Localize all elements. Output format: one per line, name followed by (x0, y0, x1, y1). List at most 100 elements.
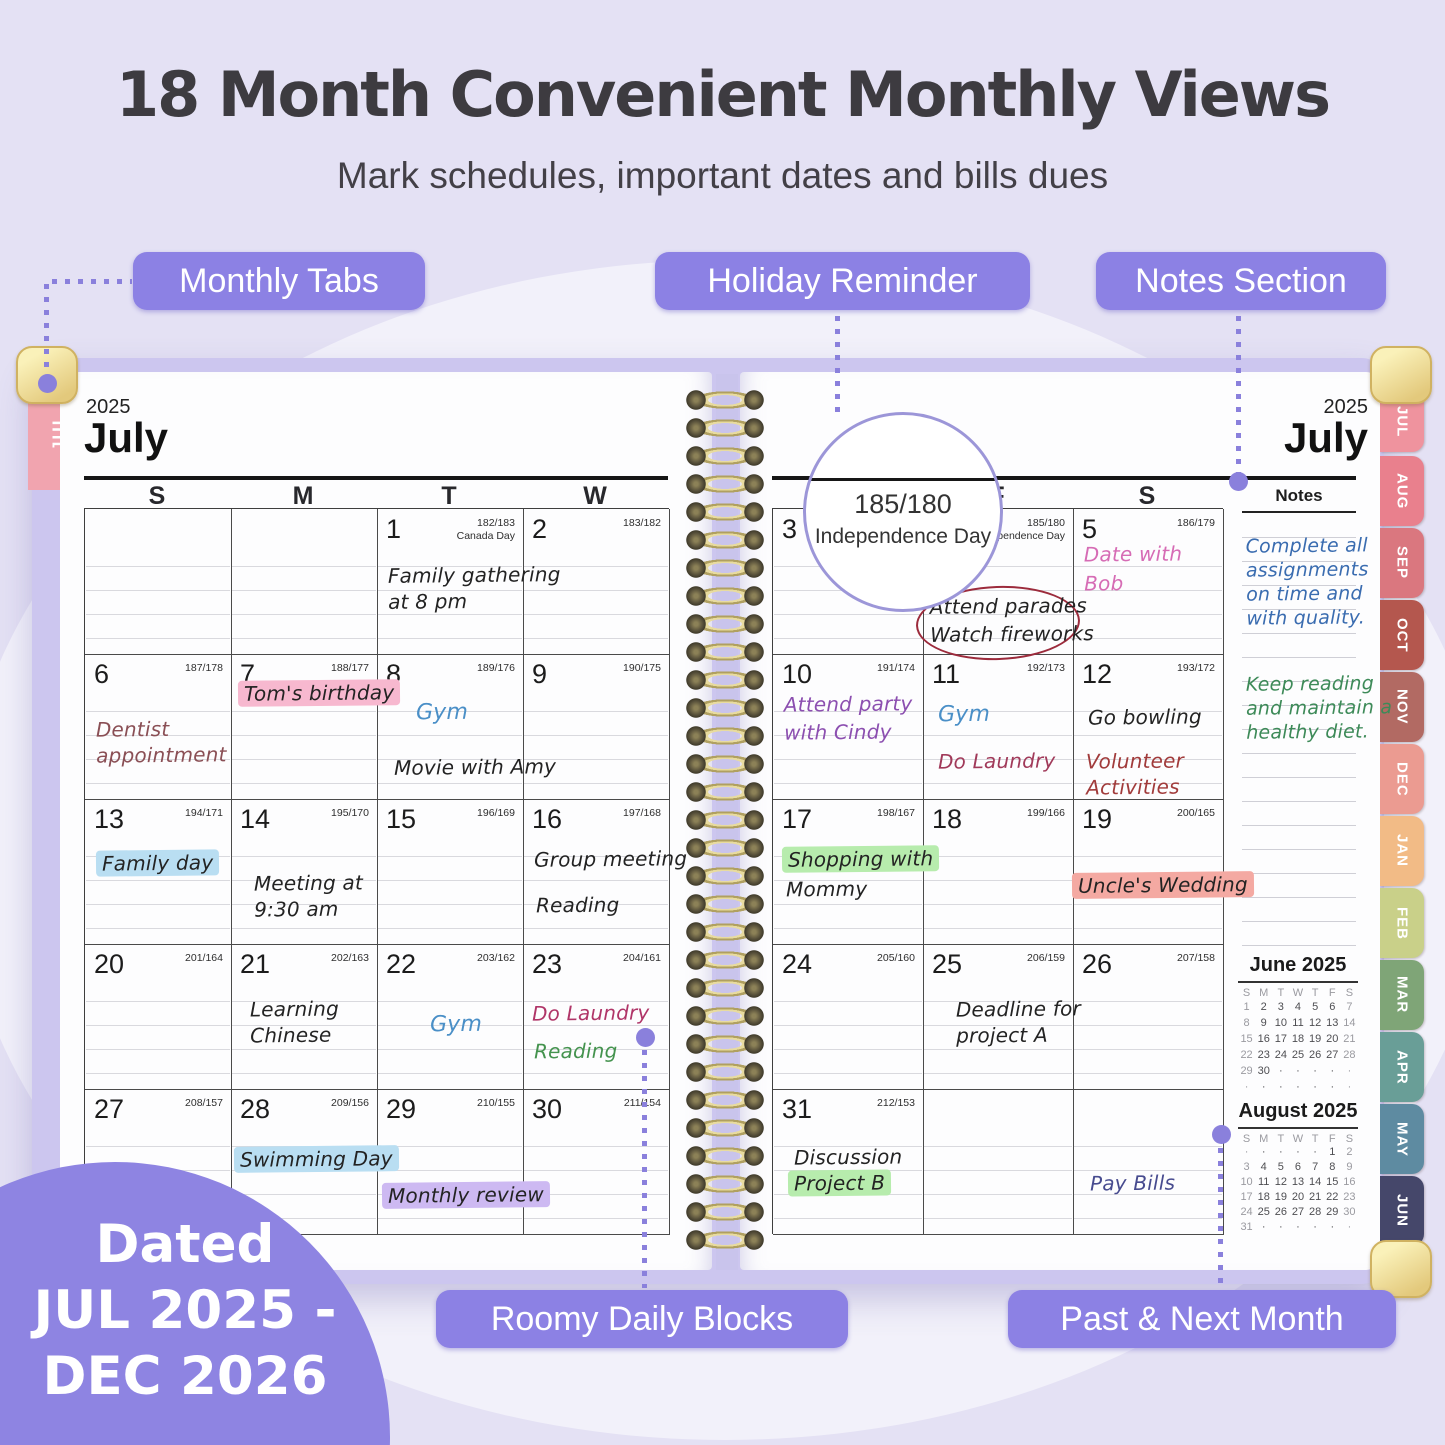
mini-calendar-days: 1 2 3 4 5 6 7 8 9 10 11 12 13 14 15 16 17 18 19 20 21 22 23 24 2… (1240, 1000, 1356, 1093)
entry-toms-birthday: Tom's birthday (237, 679, 401, 707)
date-number: 20 (94, 949, 125, 979)
day-cell-jul-21: 21 202/163 (231, 944, 378, 1090)
month-tab-dec: DEC (1380, 744, 1424, 814)
note-healthy-diet: Keep reading and maintain a healthy diet… (1245, 672, 1393, 744)
highlighted-text: Shopping with (781, 845, 940, 873)
date-number: 17 (782, 804, 813, 834)
entry-do-laundry-11: Do Laundry (937, 748, 1056, 774)
dotted-connector (642, 1050, 647, 1288)
date-number: 12 (1082, 659, 1113, 689)
day-cell-jul-9: 9 190/175 (523, 654, 670, 800)
spiral-binding (683, 386, 767, 1254)
mini-calendar-title: August 2025 (1238, 1100, 1358, 1122)
notes-rule (1242, 511, 1356, 513)
connector-dot (1212, 1125, 1231, 1144)
left-page-year: 2025 (86, 396, 131, 418)
day-cell-jul-30: 30211/154 (523, 1089, 670, 1235)
entry-do-laundry-23: Do Laundry (531, 1000, 650, 1026)
month-tab-mar: MAR (1380, 960, 1424, 1030)
julian-count: 189/176 (477, 662, 515, 674)
connector-dot (38, 374, 57, 393)
dotted-connector (1236, 316, 1241, 474)
dotted-connector (44, 284, 49, 376)
date-number: 9 (532, 659, 548, 689)
date-number: 31 (782, 1094, 813, 1124)
day-cell-jul-5: 5 186/179 (1073, 509, 1224, 655)
highlighted-text: Family day (95, 849, 220, 877)
date-number: 25 (932, 949, 963, 979)
right-page-month: July (1283, 414, 1368, 461)
entry-gym-11: Gym (937, 701, 991, 728)
month-tab-feb: FEB (1380, 888, 1424, 958)
highlighted-text: Monthly review (381, 1181, 550, 1209)
date-number: 13 (94, 804, 125, 834)
julian-count: 200/165 (1177, 807, 1215, 819)
highlighted-text: Uncle's Wedding (1071, 871, 1254, 899)
notes-header: Notes (1275, 486, 1323, 505)
month-tab-jan: JAN (1380, 816, 1424, 886)
entry-movie-with-amy: Movie with Amy (393, 754, 557, 780)
day-cell-jul-10: 10 191/174 (773, 654, 924, 800)
dotted-connector (835, 316, 840, 416)
entry-meeting-930: Meeting at 9:30 am (253, 870, 364, 922)
date-number: 21 (240, 949, 271, 979)
entry-discussion: Discussion (793, 1144, 903, 1170)
day-cell-jul-11: 11 192/173 (923, 654, 1074, 800)
callout-notes-section: Notes Section (1096, 252, 1386, 310)
date-number: 19 (1082, 804, 1113, 834)
day-cell-jul-15: 15 196/169 (377, 799, 524, 945)
date-number: 11 (932, 659, 961, 689)
entry-family-gathering: Family gathering at 8 pm (387, 562, 561, 614)
julian-count: 195/170 (331, 807, 369, 819)
entry-go-bowling: Go bowling (1087, 704, 1202, 730)
day-header: W (583, 482, 607, 510)
highlighted-text: Tom's birthday (237, 679, 401, 707)
day-header: S (148, 482, 166, 510)
date-number: 27 (94, 1094, 125, 1124)
magnified-julian: 185/180 (854, 489, 952, 519)
mini-calendar-title: June 2025 (1249, 954, 1347, 976)
entry-reading-16: Reading (535, 892, 620, 918)
month-tab-nov: NOV (1380, 672, 1424, 742)
julian-count: 205/160 (877, 952, 915, 964)
day-cell-jul-29: 29 210/155 (377, 1089, 524, 1235)
day-cell-empty (1073, 1089, 1224, 1235)
julian-count: 185/180 (1027, 517, 1065, 529)
date-number: 10 (782, 659, 813, 689)
month-tab-may: MAY (1380, 1104, 1424, 1174)
julian-count: 183/182 (623, 517, 661, 529)
julian-count: 192/173 (1027, 662, 1065, 674)
julian-count: 196/169 (477, 807, 515, 819)
badge-line: DEC 2026 (42, 1346, 328, 1407)
julian-count: 193/172 (1177, 662, 1215, 674)
entry-reading-23: Reading (533, 1038, 618, 1064)
note-assignments: Complete all assignments on time and wit… (1245, 534, 1369, 630)
julian-count: 197/168 (623, 807, 661, 819)
entry-project-b: Project B (787, 1169, 892, 1197)
julian-count: 206/159 (1027, 952, 1065, 964)
julian-count: 201/164 (185, 952, 223, 964)
date-number: 28 (240, 1094, 271, 1124)
left-day-headers: S M T W (84, 482, 668, 511)
holiday-label: Canada Day (456, 530, 515, 542)
date-number: 22 (386, 949, 417, 979)
date-number: 15 (386, 804, 417, 834)
holiday-magnifier-circle: 185/180 Independence Day (803, 412, 1003, 612)
date-number: 24 (782, 949, 813, 979)
entry-dentist: Dentist appointment (95, 716, 227, 768)
notes-ruled-lines (1242, 514, 1356, 952)
date-number: 1 (386, 514, 402, 544)
julian-count: 198/167 (877, 807, 915, 819)
entry-swimming-day: Swimming Day (233, 1145, 399, 1173)
highlighted-text: Swimming Day (233, 1145, 399, 1173)
highlighted-text: Project B (787, 1169, 892, 1197)
page-subtitle: Mark schedules, important dates and bill… (336, 155, 1109, 196)
right-page-year: 2025 (1323, 396, 1369, 418)
corner-protector (1370, 346, 1432, 404)
julian-count: 199/166 (1027, 807, 1065, 819)
month-tab-aug: AUG (1380, 456, 1424, 526)
